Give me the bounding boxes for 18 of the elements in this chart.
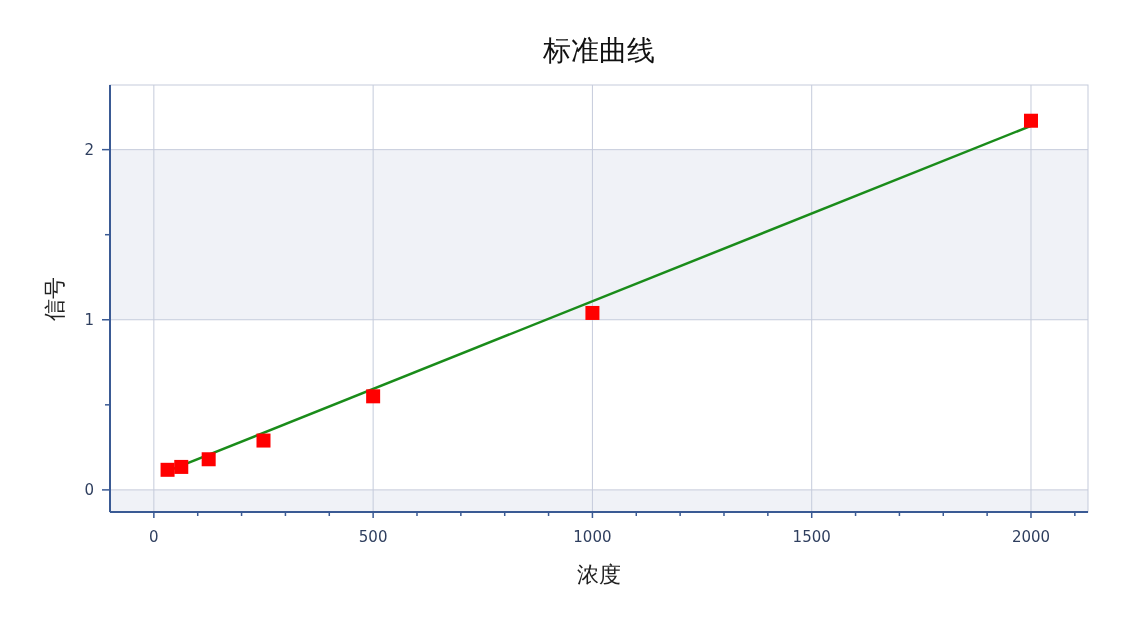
y-tick-label: 0 <box>84 480 94 499</box>
y-tick-label: 1 <box>84 310 94 329</box>
point <box>174 459 189 474</box>
point <box>366 389 381 404</box>
point <box>201 452 216 467</box>
x-tick-label: 1500 <box>792 528 831 546</box>
point <box>256 433 271 448</box>
x-tick-label: 500 <box>358 528 388 546</box>
x-tick-label: 1000 <box>573 528 612 546</box>
point <box>160 462 175 477</box>
y-tick-label: 2 <box>84 140 94 159</box>
point <box>585 305 600 320</box>
x-axis-title: 浓度 <box>577 562 621 587</box>
y-axis-title: 信号 <box>42 276 67 321</box>
chart-title: 标准曲线 <box>542 34 655 67</box>
x-tick-label: 0 <box>149 528 159 546</box>
point <box>1023 113 1038 128</box>
x-tick-label: 2000 <box>1011 528 1051 546</box>
